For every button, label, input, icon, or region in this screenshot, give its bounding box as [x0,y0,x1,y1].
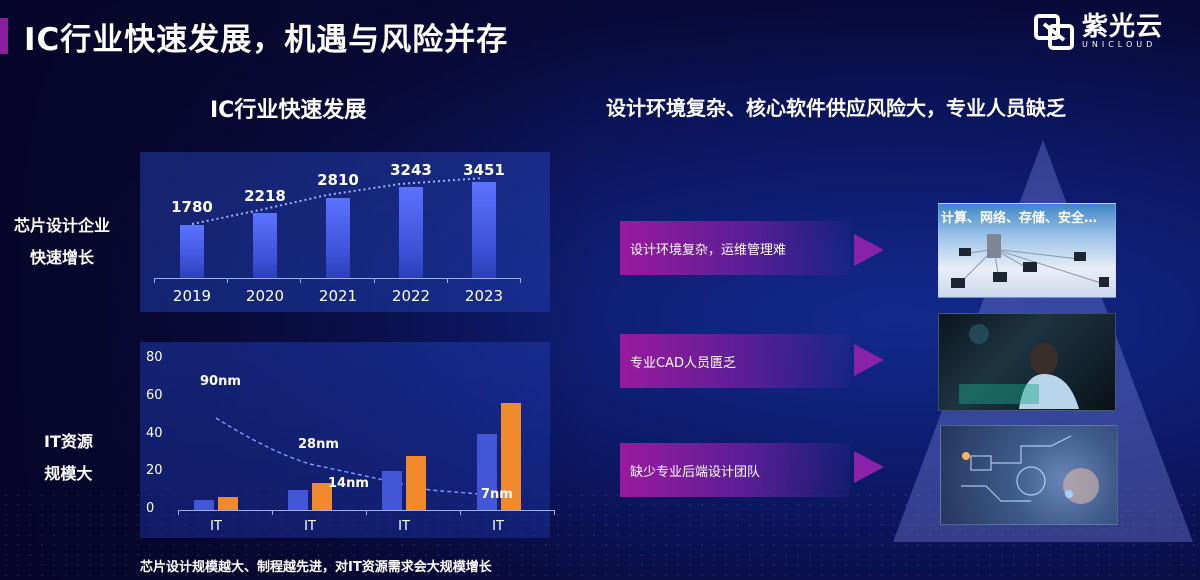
tick [374,278,375,283]
bar-blue [382,471,402,510]
trend-line [191,177,484,225]
x-label: 2023 [464,287,504,305]
tick [460,510,461,515]
network-illustration-icon [951,234,1109,288]
bar-orange [312,483,332,510]
x-label: 2020 [245,287,285,305]
x-label: 2022 [391,287,431,305]
bar-value: 3243 [390,161,432,179]
x-label: IT [492,519,504,534]
y-tick: 40 [146,426,163,441]
side-label-line: 芯片设计企业 [14,216,111,235]
engineer-lab-image [938,313,1116,411]
bar-2019 [180,225,204,278]
tick [178,510,179,515]
logo-text-cn: 紫光云 [1082,12,1164,42]
chart-caption: 芯片设计规模越大、制程越先进，对IT资源需求会大规模增长 [140,560,492,575]
tick [300,278,301,283]
y-tick: 60 [146,388,163,403]
bar-2021 [326,198,350,278]
bar-2020 [253,213,277,278]
arrow-right-icon [854,234,884,266]
logo: 紫光云 UNICLOUD [1034,14,1163,50]
tick [272,510,273,515]
bar-value: 2810 [317,171,359,189]
tick [227,278,228,283]
image-caption: 计算、网络、存储、安全… [941,211,1098,226]
side-label-it: IT资源 规模大 [44,426,93,490]
side-label-line: IT资源 [44,432,93,451]
bar-2022 [399,187,423,278]
y-tick: 0 [146,501,155,516]
left-section-title: IC行业快速发展 [210,98,367,123]
risk-label: 专业CAD人员匮乏 [630,355,736,371]
risk-item: 缺少专业后端设计团队 [620,443,850,497]
bar-value: 1780 [171,198,213,216]
side-label-line: 规模大 [44,464,93,483]
engineer-illustration-icon [959,324,1079,409]
tick [520,278,521,283]
bar-value: 2218 [244,187,286,205]
tick [366,510,367,515]
circuit-design-image [940,425,1118,525]
tick [154,278,155,283]
node-label: 7nm [481,487,513,502]
risk-label: 缺少专业后端设计团队 [630,464,761,480]
node-label: 14nm [328,476,369,491]
bar-orange [406,456,426,510]
circuit-illustration-icon [961,435,1099,504]
x-axis [154,278,520,279]
bar-blue [194,500,214,510]
y-tick: 20 [146,463,163,478]
side-label-growth: 芯片设计企业 快速增长 [14,210,110,274]
logo-text-en: UNICLOUD [1082,40,1157,49]
arrow-right-icon [854,451,884,483]
bar-orange [218,497,238,510]
node-label: 28nm [298,437,339,452]
page-title: IC行业快速发展，机遇与风险并存 [24,22,509,58]
risk-label: 设计环境复杂，运维管理难 [630,242,787,258]
bar-blue [288,490,308,510]
bar-value: 3451 [463,161,505,179]
bar-orange [501,403,521,510]
tick [447,278,448,283]
unicloud-logo-icon [1034,14,1074,50]
risk-item: 专业CAD人员匮乏 [620,334,850,388]
side-label-line: 快速增长 [30,248,95,267]
tick [554,510,555,515]
network-computers-image: 计算、网络、存储、安全… [938,203,1116,298]
bar-blue [477,434,497,510]
x-label: IT [398,519,410,534]
process-trend-line [215,417,481,495]
x-label: 2021 [318,287,358,305]
chart-company-growth: 1780 2218 2810 3243 3451 2019 2020 2021 … [140,152,550,312]
right-section-title: 设计环境复杂、核心软件供应风险大，专业人员缺乏 [606,96,1066,120]
arrow-right-icon [854,344,884,376]
title-accent-bar [0,18,8,54]
bar-2023 [472,182,496,278]
x-label: 2019 [172,287,212,305]
x-label: IT [304,519,316,534]
chart-it-resources: 80 60 40 20 0 90nm 28nm 14nm 7nm IT IT I… [140,342,555,538]
y-tick: 80 [146,350,163,365]
x-label: IT [210,519,222,534]
node-label: 90nm [200,374,241,389]
risk-item: 设计环境复杂，运维管理难 [620,221,850,275]
